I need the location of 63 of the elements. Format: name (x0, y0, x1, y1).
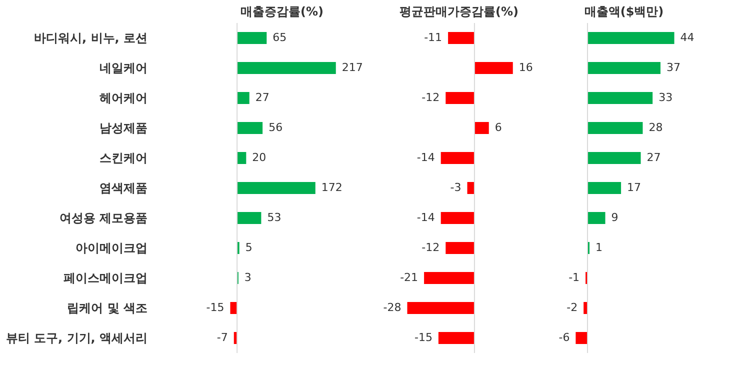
bar (588, 32, 674, 44)
data-label: 1 (595, 241, 602, 254)
y-tick-label: 염색제품 (100, 181, 148, 195)
data-label: -2 (566, 301, 578, 314)
bar (588, 212, 606, 224)
bar (237, 182, 316, 194)
bar (237, 32, 267, 44)
data-label: -1 (568, 271, 580, 284)
data-label: 37 (666, 61, 680, 74)
data-label: -21 (400, 271, 418, 284)
bar (588, 122, 643, 134)
y-tick-label: 립케어 및 색조 (67, 301, 148, 315)
data-label: 20 (252, 151, 266, 164)
data-label: -12 (422, 91, 440, 104)
data-label: -7 (216, 331, 228, 344)
data-label: 33 (658, 91, 673, 104)
y-tick-label: 바디워시, 비누, 로션 (34, 31, 148, 45)
data-label: -12 (422, 241, 440, 254)
y-tick-label: 페이스메이크업 (64, 271, 148, 285)
y-tick-label: 스킨케어 (100, 151, 148, 165)
chart-title: 평균판매가증감률(%) (400, 4, 518, 18)
data-label: -14 (416, 151, 435, 164)
y-tick-label: 남성제품 (100, 121, 148, 135)
bar (237, 212, 262, 224)
data-label: 27 (646, 151, 661, 164)
data-label: 56 (268, 121, 283, 134)
bar (576, 332, 588, 344)
data-label: -3 (450, 181, 462, 194)
bar (237, 92, 250, 104)
bar (237, 152, 246, 164)
data-label: 6 (494, 121, 502, 134)
data-label: 28 (648, 121, 663, 134)
data-label: 3 (244, 271, 252, 284)
data-label: -6 (558, 331, 570, 344)
bar (237, 122, 263, 134)
y-tick-label: 네일케어 (100, 61, 148, 75)
data-label: -15 (206, 301, 224, 314)
y-tick-label: 뷰티 도구, 기기, 액세서리 (6, 331, 148, 345)
data-label: 16 (518, 61, 533, 74)
bar (588, 92, 653, 104)
data-label: -14 (416, 211, 435, 224)
bar (237, 62, 336, 74)
bar (588, 152, 641, 164)
data-label: 172 (321, 181, 342, 194)
data-label: 9 (611, 211, 618, 224)
data-label: -11 (424, 31, 442, 44)
data-label: -28 (383, 301, 402, 314)
data-label: 17 (627, 181, 642, 194)
bar (588, 182, 622, 194)
data-label: 5 (245, 241, 252, 254)
data-label: 27 (255, 91, 270, 104)
y-tick-label: 여성용 제모용품 (59, 211, 148, 225)
y-tick-label: 아이메이크업 (76, 241, 148, 255)
data-label: 217 (342, 61, 363, 74)
data-label: 53 (267, 211, 282, 224)
data-label: 65 (272, 31, 287, 44)
chart-title: 매출액($백만) (584, 4, 664, 18)
y-tick-label: 헤어케어 (100, 91, 148, 105)
data-label: -15 (414, 331, 432, 344)
bar (230, 302, 238, 314)
bar (588, 62, 660, 74)
data-label: 44 (680, 31, 694, 44)
chart-title: 매출증감률(%) (240, 4, 324, 18)
